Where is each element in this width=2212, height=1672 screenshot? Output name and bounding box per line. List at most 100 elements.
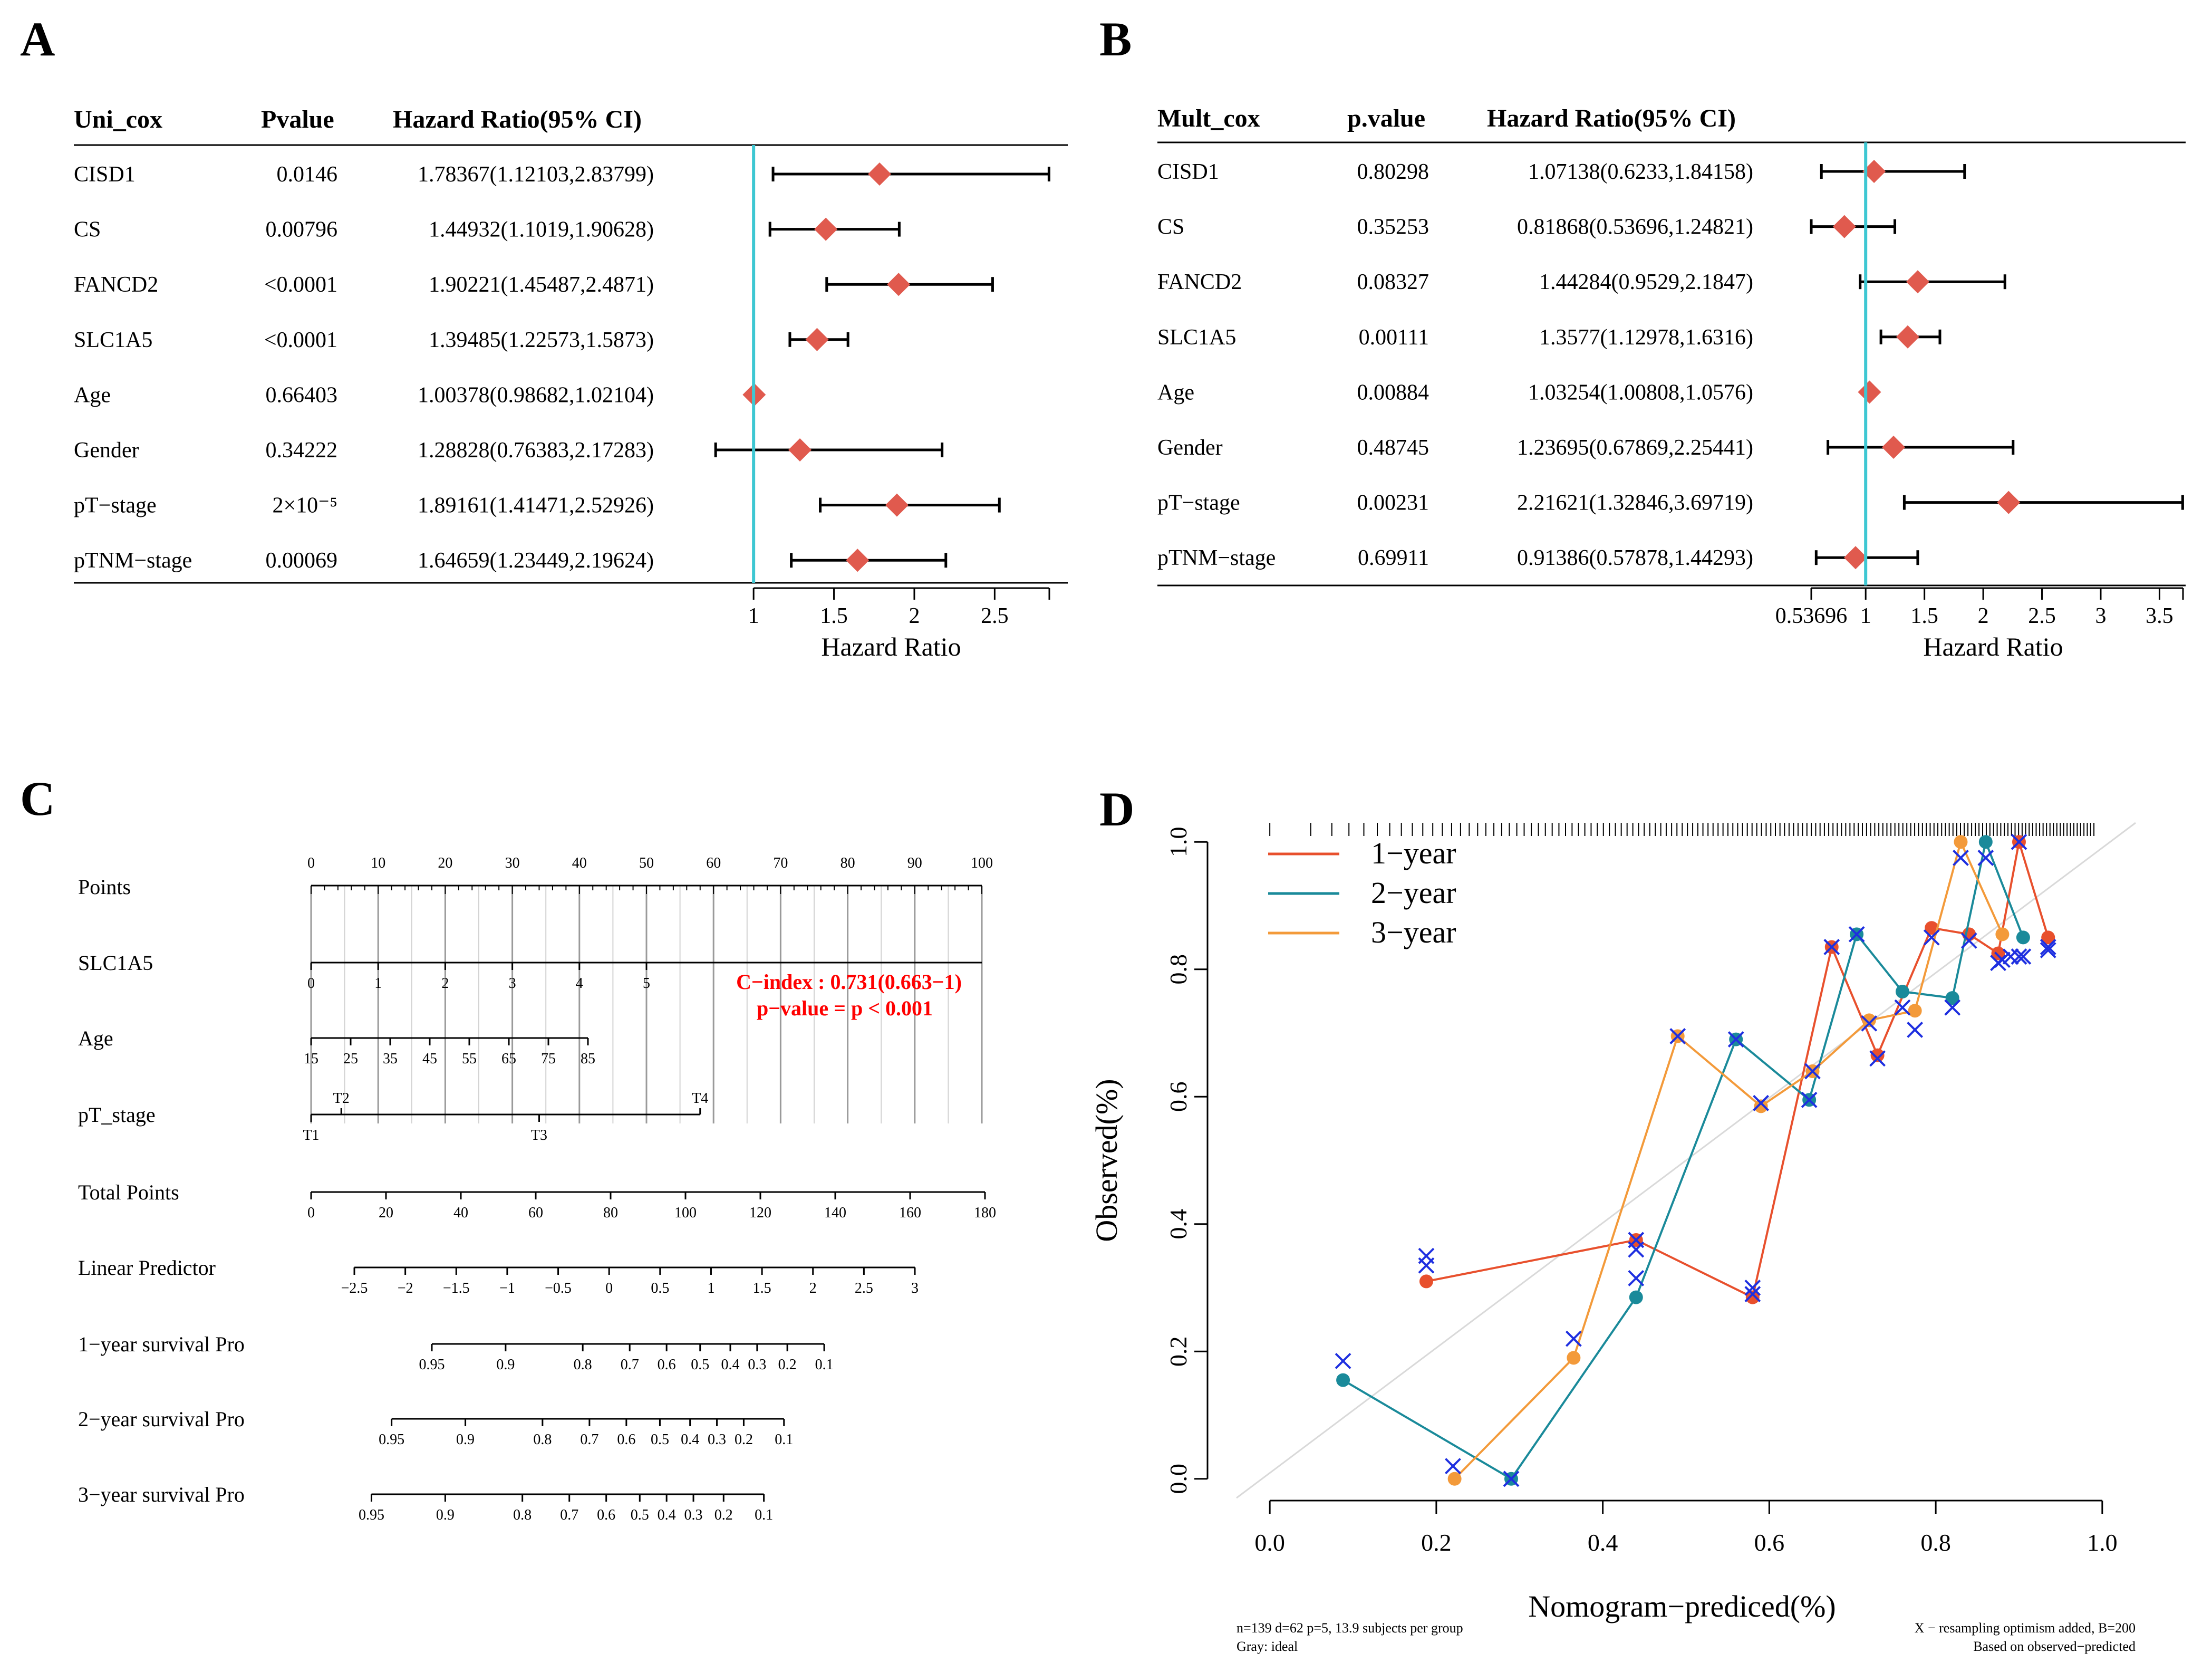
- hr-diamond: [1862, 160, 1886, 183]
- row-hazard-ratio: 1.78367(1.12103,2.83799): [418, 162, 654, 187]
- resampled-cross: [1823, 939, 1840, 955]
- nomogram-tick-label: 2.5: [855, 1280, 873, 1296]
- x-tick-label: 3.5: [2146, 604, 2174, 628]
- nomogram-tick-label: 45: [422, 1051, 437, 1067]
- x-axis-title: Hazard Ratio: [1923, 632, 2063, 661]
- row-pvalue: 0.00231: [1357, 491, 1429, 515]
- series-point: [1995, 927, 2010, 941]
- ideal-line: [1236, 822, 2136, 1499]
- x-tick-label: 0.6: [1754, 1529, 1785, 1556]
- nomogram-tick-label: 40: [572, 855, 587, 871]
- x-tick-label: 1.5: [1910, 604, 1938, 628]
- row-name: CISD1: [1157, 160, 1219, 184]
- legend-label: 1−year: [1371, 836, 1456, 870]
- nomogram-tick-label: 0.5: [691, 1357, 709, 1373]
- row-name: Age: [1157, 380, 1194, 405]
- nomogram-tick-label: −1.5: [443, 1280, 470, 1296]
- series-point: [1991, 946, 2005, 960]
- nomogram-tick-label: 100: [971, 855, 993, 871]
- y-tick-label: 0.4: [1165, 1209, 1192, 1239]
- row-name: pT−stage: [1157, 491, 1240, 515]
- nomogram-tick-label: −2: [398, 1280, 413, 1296]
- nomogram-tick-label: 20: [379, 1205, 393, 1221]
- row-name: Gender: [1157, 436, 1223, 460]
- cindex-annotation: C−index : 0.731(0.663−1): [736, 970, 962, 994]
- nomogram-row-label: Total Points: [78, 1180, 179, 1204]
- row-pvalue: 0.08327: [1357, 270, 1429, 294]
- resampled-cross: [1944, 999, 1961, 1016]
- nomogram-tick-label: 0.8: [533, 1431, 552, 1448]
- row-name: CS: [74, 218, 101, 242]
- nomogram-tick-label: 90: [907, 855, 922, 871]
- row-hazard-ratio: 1.23695(0.67869,2.25441): [1517, 436, 1753, 460]
- resampled-cross: [2011, 948, 2027, 965]
- nomogram-tick-label: 140: [824, 1205, 846, 1221]
- row-pvalue: 0.69911: [1358, 546, 1429, 570]
- resampled-cross: [1727, 1031, 1744, 1048]
- nomogram-tick-label: T2: [333, 1090, 350, 1107]
- nomogram-row-label: pT_stage: [78, 1103, 156, 1127]
- hr-diamond: [1997, 491, 2021, 514]
- nomogram-tick-label: 10: [371, 855, 385, 871]
- nomogram-tick-label: 0.4: [658, 1507, 676, 1523]
- nomogram-tick-label: 0.7: [621, 1357, 639, 1373]
- header-hazard-ratio: Hazard Ratio(95% CI): [1487, 104, 1736, 132]
- row-pvalue: 0.00069: [266, 549, 338, 573]
- series-point: [1862, 1013, 1876, 1027]
- series-point: [2016, 930, 2030, 945]
- row-hazard-ratio: 1.39485(1.22573,1.5873): [429, 328, 654, 352]
- hr-diamond: [805, 328, 829, 351]
- row-name: FANCD2: [74, 273, 158, 297]
- nomogram-tick-label: 0.5: [631, 1507, 649, 1523]
- nomogram-tick-label: 80: [603, 1205, 618, 1221]
- resampled-cross: [1445, 1458, 1461, 1475]
- nomogram-tick-label: 0.95: [419, 1357, 445, 1373]
- nomogram-tick-label: 30: [505, 855, 520, 871]
- resampled-cross: [2040, 942, 2056, 958]
- nomogram-tick-label: 15: [304, 1051, 318, 1067]
- resampled-cross: [1628, 1270, 1645, 1286]
- series-point: [1419, 1274, 1433, 1289]
- nomogram-tick-label: 180: [974, 1205, 996, 1221]
- pvalue-annotation: p−value = p < 0.001: [757, 996, 933, 1020]
- resampled-cross: [1994, 952, 2011, 968]
- legend-label: 2−year: [1371, 876, 1456, 910]
- series-point: [2041, 930, 2055, 945]
- nomogram-tick-label: 60: [706, 855, 721, 871]
- resampled-cross: [1753, 1094, 1769, 1111]
- x-tick-label: 2.5: [2028, 604, 2056, 628]
- forest-plot-multivariate: Mult_cox p.value Hazard Ratio(95% CI) CISD1…: [1157, 104, 2186, 661]
- nomogram-tick-label: 50: [639, 855, 654, 871]
- nomogram-row-label: 1−year survival Pro: [78, 1332, 245, 1356]
- nomogram-tick-label: 0.9: [456, 1431, 475, 1448]
- series-point: [1754, 1099, 1768, 1113]
- series-point: [1447, 1472, 1462, 1486]
- nomogram-tick-label: −1: [499, 1280, 515, 1296]
- nomogram-tick-label: 0.3: [708, 1431, 726, 1448]
- resampled-cross: [1565, 1330, 1582, 1347]
- nomogram-tick-label: 120: [749, 1205, 771, 1221]
- panel-label-d: D: [1099, 782, 1134, 836]
- panel-label-b: B: [1099, 12, 1132, 66]
- calibration-plot: 0.0 0.2 0.4 0.6 0.8 1.0 0.0 0.2 0.4 0.6 0.8 1.0 Nomo…: [1089, 822, 2136, 1654]
- row-name: CS: [1157, 215, 1184, 239]
- nomogram-tick-label: 80: [841, 855, 855, 871]
- nomogram-tick-label: 0: [307, 975, 315, 992]
- nomogram-tick-label: −2.5: [341, 1280, 368, 1296]
- nomogram-tick-label: 1.5: [753, 1280, 771, 1296]
- series-point: [1978, 835, 1993, 849]
- series-point: [1336, 1373, 1350, 1387]
- nomogram-tick-label: 0.95: [379, 1431, 404, 1448]
- row-hazard-ratio: 1.00378(0.98682,1.02104): [418, 383, 654, 407]
- nomogram-tick-label: 0.6: [597, 1507, 615, 1523]
- footnote-right-2: Based on observed−predicted: [1973, 1639, 2136, 1654]
- x-tick-label: 2: [909, 604, 920, 628]
- nomogram-tick-label: 0.1: [815, 1357, 834, 1373]
- resampled-cross: [1418, 1257, 1435, 1274]
- nomogram-tick-label: 160: [899, 1205, 921, 1221]
- x-axis-title: Nomogram−prediced(%): [1528, 1589, 1836, 1623]
- series-point: [1908, 1004, 1922, 1018]
- row-pvalue: <0.0001: [264, 328, 337, 352]
